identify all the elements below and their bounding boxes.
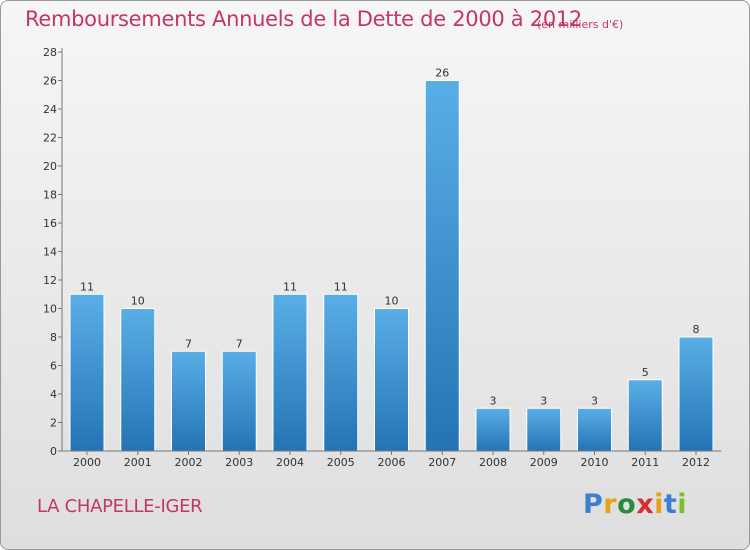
y-tick-label: 14 [43, 246, 57, 259]
y-tick: 6 [50, 360, 62, 373]
logo-letter: P [583, 489, 604, 520]
y-tick-label: 20 [43, 160, 57, 173]
x-tick: 2006 [378, 451, 406, 469]
y-tick-label: 4 [50, 388, 57, 401]
y-tick-label: 10 [43, 303, 57, 316]
x-tick-label: 2007 [428, 456, 456, 469]
bar-2002 [171, 350, 206, 452]
y-tick-label: 8 [50, 331, 57, 344]
x-tick: 2011 [631, 451, 659, 469]
x-tick-label: 2001 [124, 456, 152, 469]
y-tick: 12 [43, 274, 62, 287]
x-tick-label: 2008 [479, 456, 507, 469]
y-tick-label: 2 [50, 417, 57, 430]
x-tick-label: 2009 [530, 456, 558, 469]
logo-letter: i [677, 489, 688, 520]
x-tick-label: 2003 [225, 456, 253, 469]
y-tick-label: 6 [50, 360, 57, 373]
x-tick: 2002 [175, 451, 203, 469]
bar-value-label: 10 [385, 295, 399, 308]
logo-letter: r [603, 489, 618, 520]
bar-value-label: 11 [283, 280, 297, 293]
bar-2001 [120, 308, 156, 452]
x-tick-label: 2005 [327, 456, 355, 469]
bar-2010 [577, 407, 612, 452]
x-tick: 2001 [124, 451, 152, 469]
bar-value-label: 8 [693, 323, 700, 336]
bar-value-label: 3 [490, 394, 497, 407]
bar-value-label: 7 [236, 337, 243, 350]
chart-title: Remboursements Annuels de la Dette de 20… [25, 7, 582, 31]
x-tick-label: 2011 [631, 456, 659, 469]
x-tick: 2009 [530, 451, 558, 469]
bar-2003 [221, 350, 257, 452]
x-tick: 2005 [327, 451, 355, 469]
y-tick: 0 [50, 445, 62, 458]
bar-value-label: 5 [642, 366, 649, 379]
bar-value-label: 10 [131, 295, 145, 308]
y-tick-label: 24 [43, 103, 57, 116]
bar-2000 [69, 293, 105, 452]
logo-letter: x [636, 489, 655, 520]
bar-2006 [374, 308, 409, 452]
x-tick: 2008 [479, 451, 507, 469]
x-tick: 2000 [73, 451, 101, 469]
proxiti-logo: Proxiti [583, 489, 687, 520]
chart-unit: (en milliers d'€) [537, 18, 624, 31]
y-tick: 24 [43, 103, 62, 116]
y-tick-label: 18 [43, 189, 57, 202]
x-tick-label: 2004 [276, 456, 304, 469]
bar-2012 [678, 336, 714, 452]
y-tick: 8 [50, 331, 62, 344]
y-tick-label: 0 [50, 445, 57, 458]
x-tick-label: 2010 [581, 456, 609, 469]
x-tick-label: 2006 [378, 456, 406, 469]
y-tick: 16 [43, 217, 62, 230]
x-tick-label: 2002 [175, 456, 203, 469]
y-tick: 20 [43, 160, 62, 173]
y-tick: 22 [43, 132, 62, 145]
x-tick-label: 2000 [73, 456, 101, 469]
bar-value-label: 11 [334, 280, 348, 293]
y-tick: 18 [43, 189, 62, 202]
logo-letter: o [617, 489, 637, 520]
x-tick: 2003 [225, 451, 253, 469]
x-tick-label: 2012 [682, 456, 710, 469]
x-tick: 2007 [428, 451, 456, 469]
y-tick-label: 22 [43, 132, 57, 145]
y-tick: 2 [50, 417, 62, 430]
x-tick: 2004 [276, 451, 304, 469]
y-tick: 4 [50, 388, 62, 401]
bar-value-label: 26 [435, 67, 449, 80]
commune-name: LA CHAPELLE-IGER [37, 496, 203, 517]
y-tick-label: 12 [43, 274, 57, 287]
x-tick: 2012 [682, 451, 710, 469]
y-tick-label: 16 [43, 217, 57, 230]
logo-letter: i [654, 489, 664, 520]
bar-2007 [424, 80, 460, 452]
bar-2009 [526, 407, 562, 452]
x-tick: 2010 [581, 451, 609, 469]
bar-value-label: 3 [540, 394, 547, 407]
bar-value-label: 11 [80, 280, 94, 293]
bar-2005 [323, 293, 359, 452]
y-tick: 28 [43, 46, 62, 59]
bar-value-label: 7 [185, 337, 192, 350]
bar-2004 [272, 293, 308, 452]
y-tick: 14 [43, 246, 62, 259]
bar-value-label: 3 [591, 394, 598, 407]
logo-letter: t [663, 489, 678, 520]
y-tick: 26 [43, 75, 62, 88]
bar-2008 [475, 407, 511, 452]
y-tick-label: 26 [43, 75, 57, 88]
bar-2011 [627, 379, 663, 452]
y-tick-label: 28 [43, 46, 57, 59]
y-tick: 10 [43, 303, 62, 316]
